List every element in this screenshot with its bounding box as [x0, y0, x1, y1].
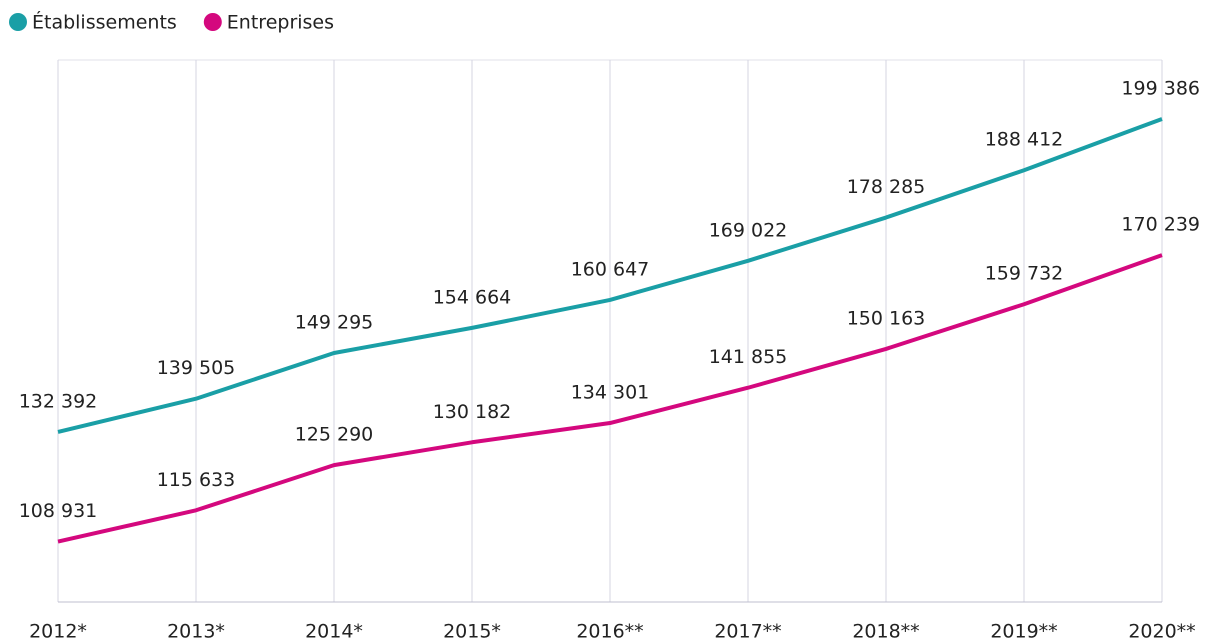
- data-label: 199 386: [1121, 77, 1200, 99]
- series-line: [57, 117, 1163, 434]
- x-tick-label: 2018**: [852, 621, 919, 641]
- legend-label: Établissements: [32, 11, 177, 34]
- data-label: 141 855: [709, 346, 788, 368]
- x-tick-label: 2020**: [1128, 621, 1195, 641]
- data-label: 108 931: [19, 500, 98, 522]
- data-label: 159 732: [985, 263, 1064, 285]
- data-label: 170 239: [1121, 214, 1200, 236]
- legend-marker: [203, 13, 222, 31]
- data-label: 134 301: [571, 382, 650, 404]
- x-tick-label: 2016**: [576, 621, 643, 641]
- data-label: 149 295: [295, 311, 374, 333]
- data-label: 160 647: [571, 258, 650, 280]
- x-tick-label: 2019**: [990, 621, 1057, 641]
- data-label: 132 392: [19, 390, 98, 412]
- x-tick-label: 2014*: [305, 621, 363, 641]
- series-line: [57, 253, 1163, 544]
- data-label: 188 412: [985, 129, 1064, 151]
- x-tick-label: 2017**: [714, 621, 781, 641]
- data-label: 115 633: [157, 469, 236, 491]
- legend-label: Entreprises: [227, 12, 334, 34]
- x-tick-label: 2013*: [167, 621, 225, 641]
- data-label: 125 290: [295, 424, 374, 446]
- x-tick-label: 2015*: [443, 621, 501, 641]
- data-label: 178 285: [847, 176, 926, 198]
- data-label: 130 182: [433, 401, 512, 423]
- legend-marker: [9, 13, 27, 31]
- data-label: 154 664: [433, 286, 512, 308]
- x-tick-label: 2012*: [29, 621, 87, 641]
- data-label: 139 505: [157, 357, 236, 379]
- data-label: 150 163: [847, 307, 926, 329]
- data-label: 169 022: [709, 219, 788, 241]
